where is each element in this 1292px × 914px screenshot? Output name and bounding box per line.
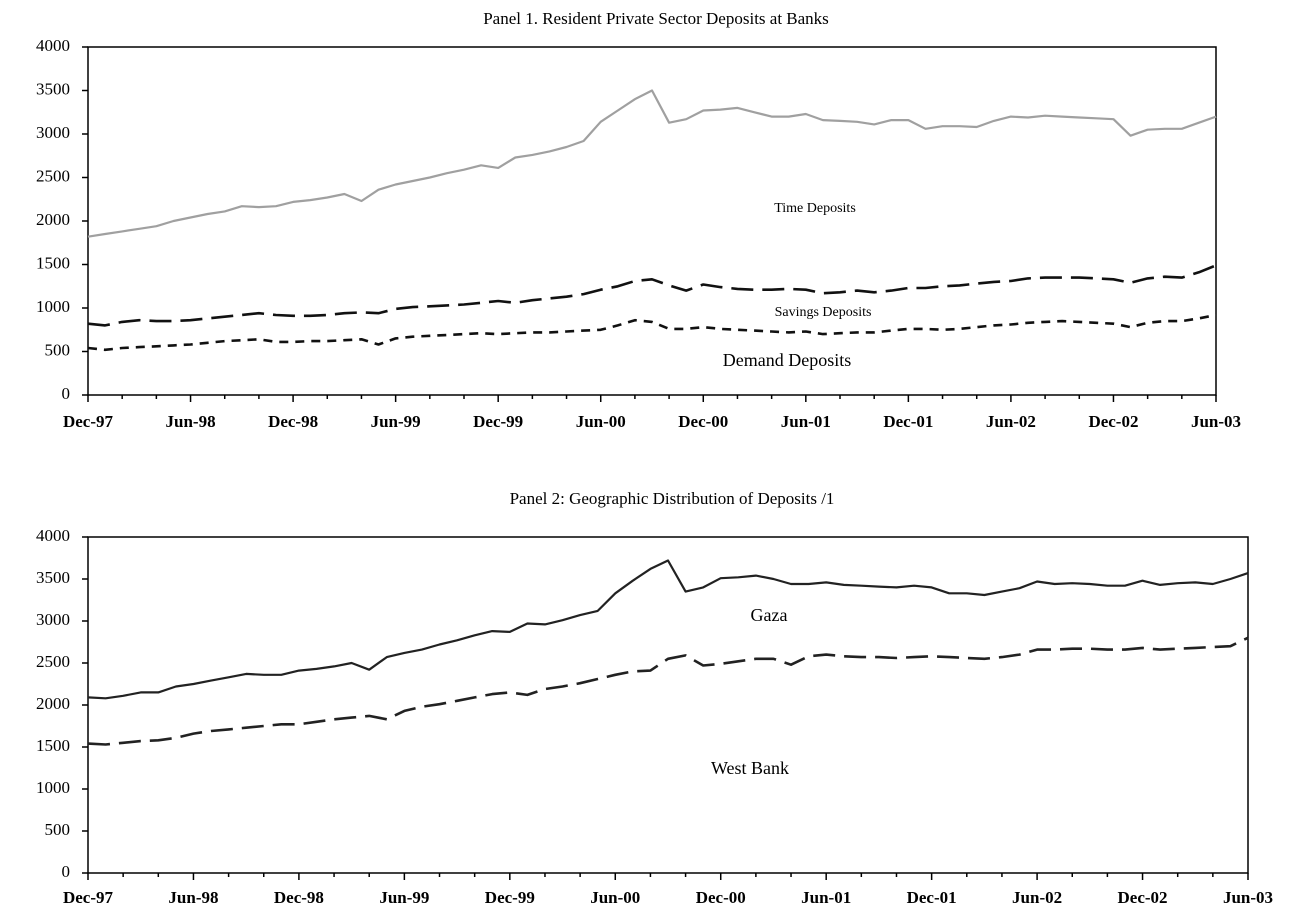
x-tick-label: Dec-02 (1088, 412, 1138, 431)
series-label: Demand Deposits (723, 350, 851, 370)
y-tick-label: 4000 (36, 526, 70, 545)
x-tick-label: Dec-99 (485, 888, 535, 907)
y-tick-label: 0 (62, 384, 71, 403)
y-tick-label: 500 (45, 820, 71, 839)
x-tick-label: Jun-00 (576, 412, 626, 431)
x-tick-label: Jun-01 (801, 888, 851, 907)
x-tick-label: Jun-98 (166, 412, 216, 431)
y-tick-label: 3000 (36, 610, 70, 629)
y-tick-label: 500 (45, 340, 71, 359)
series-line (87, 89, 1217, 238)
y-tick-label: 2000 (36, 694, 70, 713)
x-tick-label: Jun-02 (1012, 888, 1062, 907)
series-label: Time Deposits (774, 201, 856, 216)
series-line (87, 636, 1249, 746)
y-tick-label: 2500 (36, 166, 70, 185)
x-tick-label: Jun-03 (1223, 888, 1273, 907)
y-tick-label: 1500 (36, 253, 70, 272)
series-label: Savings Deposits (775, 305, 872, 320)
y-tick-label: 1500 (36, 736, 70, 755)
x-tick-label: Jun-00 (590, 888, 640, 907)
x-tick-label: Jun-99 (379, 888, 429, 907)
y-tick-label: 2500 (36, 652, 70, 671)
x-tick-label: Dec-02 (1118, 888, 1168, 907)
x-tick-label: Jun-02 (986, 412, 1036, 431)
x-tick-label: Jun-01 (781, 412, 831, 431)
x-tick-label: Dec-00 (696, 888, 746, 907)
y-tick-label: 4000 (36, 36, 70, 55)
x-tick-label: Jun-03 (1191, 412, 1241, 431)
y-tick-label: 3000 (36, 123, 70, 142)
x-tick-label: Dec-00 (678, 412, 728, 431)
series-line (87, 313, 1217, 352)
series-label: Gaza (751, 605, 788, 625)
y-tick-label: 3500 (36, 568, 70, 587)
x-tick-label: Dec-01 (883, 412, 933, 431)
x-tick-label: Dec-99 (473, 412, 523, 431)
chart-title: Panel 1. Resident Private Sector Deposit… (483, 9, 829, 28)
series-label: West Bank (711, 758, 789, 778)
x-tick-label: Dec-98 (268, 412, 318, 431)
x-tick-label: Jun-98 (168, 888, 218, 907)
y-tick-label: 1000 (36, 297, 70, 316)
y-tick-label: 1000 (36, 778, 70, 797)
plot-frame (87, 536, 1249, 874)
x-tick-label: Jun-99 (371, 412, 421, 431)
chart-title: Panel 2: Geographic Distribution of Depo… (510, 489, 835, 508)
y-tick-label: 2000 (36, 210, 70, 229)
y-tick-label: 0 (62, 862, 71, 881)
plot-frame (87, 46, 1217, 396)
x-tick-label: Dec-97 (63, 412, 114, 431)
x-tick-label: Dec-98 (274, 888, 324, 907)
y-tick-label: 3500 (36, 79, 70, 98)
x-tick-label: Dec-01 (907, 888, 957, 907)
x-tick-label: Dec-97 (63, 888, 114, 907)
series-line (87, 559, 1249, 700)
series-line (87, 264, 1217, 327)
